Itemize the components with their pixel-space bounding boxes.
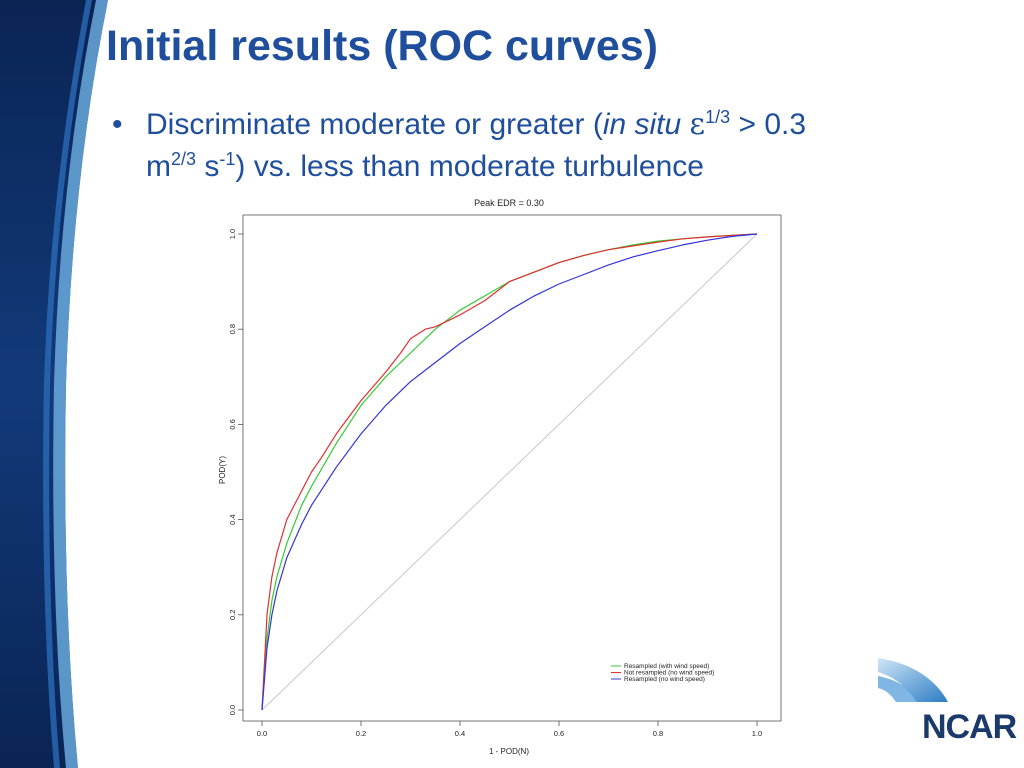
y-tick-label: 0.8	[228, 324, 237, 334]
roc-chart: Peak EDR = 0.30 0.0 0.2 0.4 0.6 0.8 1.0 0.00.…	[218, 198, 782, 756]
x-tick-label: 0.8	[653, 729, 663, 738]
exponent: 1/3	[705, 107, 731, 127]
chart-legend: Resampled (with wind speed)Not resampled…	[611, 663, 714, 683]
legend-label: Resampled (with wind speed)	[624, 663, 709, 670]
y-tick-label: 0.4	[228, 514, 237, 524]
y-axis-label: POD(Y)	[218, 456, 227, 484]
x-axis-label: 1 - POD(N)	[489, 747, 529, 756]
bullet-text-part: > 0.3	[730, 108, 807, 141]
bullet-italic-term: in situ	[602, 108, 682, 141]
series-line-2	[261, 233, 758, 711]
unit-s: s	[196, 150, 220, 183]
bullet-text-part: ) vs. less than moderate turbulence	[235, 150, 704, 183]
y-tick-label: 1.0	[228, 229, 237, 239]
y-tick-label: 0.6	[228, 419, 237, 429]
slide-title: Initial results (ROC curves)	[106, 22, 658, 70]
exponent: -1	[219, 149, 236, 169]
x-tick-label: 0.0	[257, 729, 267, 738]
bullet-point: • Discriminate moderate or greater (in s…	[112, 104, 902, 188]
x-tick-label: 1.0	[752, 729, 762, 738]
y-axis: 0.0 0.2 0.4 0.6 0.8 1.0	[228, 229, 243, 715]
bullet-text: Discriminate moderate or greater (in sit…	[146, 104, 902, 188]
bullet-marker: •	[112, 108, 123, 141]
chart-title: Peak EDR = 0.30	[474, 198, 544, 208]
epsilon-symbol: ε	[689, 107, 706, 142]
logo-text: NCAR	[922, 708, 1017, 746]
x-axis: 0.0 0.2 0.4 0.6 0.8 1.0	[257, 721, 762, 738]
x-tick-label: 0.4	[455, 729, 465, 738]
plot-frame	[242, 214, 782, 722]
roc-chart-panel: Peak EDR = 0.30 0.0 0.2 0.4 0.6 0.8 1.0 0.0 0.…	[216, 188, 811, 768]
y-tick-label: 0.0	[228, 705, 237, 715]
series-line-1	[261, 233, 758, 711]
unit-m: m	[146, 150, 171, 183]
x-tick-label: 0.6	[554, 729, 564, 738]
reference-diagonal-line	[261, 233, 758, 711]
plot-lines	[261, 233, 758, 711]
exponent: 2/3	[171, 149, 197, 169]
legend-label: Resampled (no wind speed)	[624, 676, 705, 683]
side-band-decoration	[0, 0, 108, 768]
x-tick-label: 0.2	[356, 729, 366, 738]
bullet-text-part: Discriminate moderate or greater (	[146, 108, 603, 141]
legend-label: Not resampled (no wind speed)	[624, 670, 714, 677]
series-line-3	[261, 233, 758, 711]
ncar-logo-icon	[878, 658, 948, 702]
y-tick-label: 0.2	[228, 610, 237, 620]
